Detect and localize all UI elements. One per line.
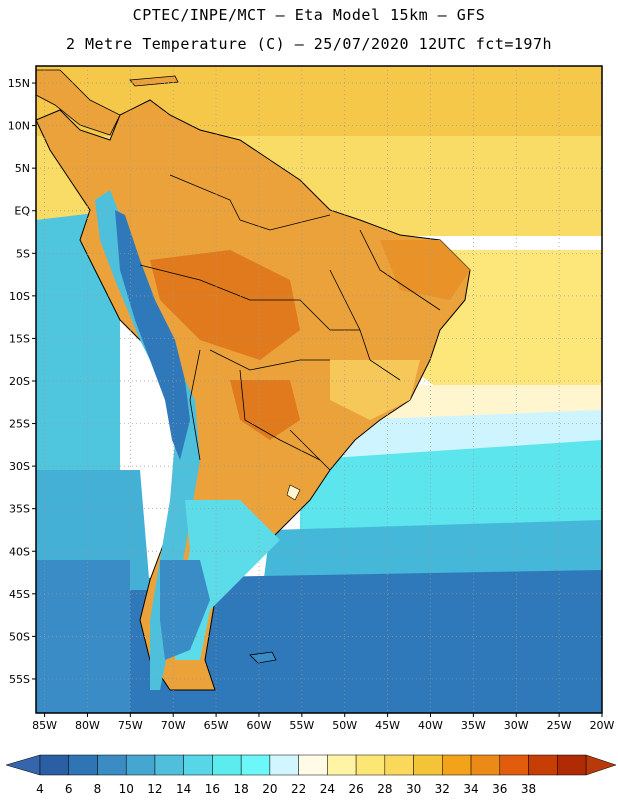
colorbar-swatch <box>355 754 386 776</box>
falkland-islands <box>249 651 277 664</box>
colorbar-label: 38 <box>521 782 536 796</box>
colorbar-label: 20 <box>262 782 277 796</box>
colorbar-swatch <box>183 754 213 776</box>
central-america <box>36 69 121 136</box>
lat-tick-label: 20S <box>9 375 30 388</box>
caribbean-islands <box>129 75 179 87</box>
colorbar-swatch <box>442 754 472 776</box>
lat-tick-label: 50S <box>9 630 30 643</box>
colorbar-swatch <box>470 754 501 776</box>
lat-tick-label: 15S <box>9 332 30 345</box>
colorbar-label: 18 <box>234 782 249 796</box>
lon-tick-label: 80W <box>75 719 100 732</box>
colorbar-label: 32 <box>435 782 450 796</box>
lat-tick-label: 10S <box>9 290 30 303</box>
colorbar-swatch <box>68 754 98 776</box>
colorbar-label: 12 <box>147 782 162 796</box>
axis-ticks: 15N 10N 5N EQ 5S 10S 15S 20S 25S 30S 35S 40S 45S 50S 5… <box>8 77 615 732</box>
colorbar-swatch <box>557 754 587 776</box>
colorbar-swatch <box>298 754 328 776</box>
patagonia-cold-region <box>160 560 210 660</box>
colorbar-label: 8 <box>94 782 102 796</box>
colorbar-swatch <box>212 754 242 776</box>
andes-snow-band <box>115 210 190 460</box>
colorbar-label: 28 <box>377 782 392 796</box>
colorbar-label: 10 <box>119 782 134 796</box>
colorbar-label: 30 <box>406 782 421 796</box>
hot-region-core <box>150 250 300 360</box>
colorbar-label: 14 <box>176 782 191 796</box>
colorbar-swatch <box>413 754 443 776</box>
colorbar-over-arrow <box>585 754 617 776</box>
lat-tick-label: 45S <box>9 588 30 601</box>
chart-title-line2: 2 Metre Temperature (C) – 25/07/2020 12U… <box>65 35 553 53</box>
colorbar-label: 16 <box>205 782 220 796</box>
lon-tick-label: 60W <box>247 719 272 732</box>
colorbar-swatch <box>97 754 127 776</box>
lat-tick-label: 30S <box>9 460 30 473</box>
lat-tick-label: EQ <box>14 205 30 218</box>
colorbar-swatch <box>499 754 529 776</box>
lat-tick-label: 5S <box>16 247 30 260</box>
colorbar-swatch <box>39 754 69 776</box>
lon-tick-label: 25W <box>547 719 572 732</box>
colorbar-label: 34 <box>463 782 478 796</box>
colorbar-swatch <box>240 754 271 776</box>
hot-region-chaco <box>230 380 300 440</box>
country-borders <box>139 174 441 471</box>
colorbar-label: 4 <box>36 782 44 796</box>
lat-tick-label: 10N <box>8 120 30 133</box>
lon-tick-label: 55W <box>289 719 314 732</box>
colorbar-swatch <box>154 754 184 776</box>
colorbar-label: 6 <box>65 782 73 796</box>
lat-tick-label: 25S <box>9 418 30 431</box>
lat-tick-label: 35S <box>9 503 30 516</box>
colorbar: 4 6 8 10 12 14 16 18 20 22 24 26 28 30 32 34 36 38 <box>5 754 617 796</box>
colorbar-label: 24 <box>320 782 335 796</box>
lon-tick-label: 70W <box>161 719 186 732</box>
lon-tick-label: 30W <box>504 719 529 732</box>
colorbar-swatch <box>384 754 414 776</box>
lagoa-dos-patos <box>286 484 301 501</box>
mild-region-southeast <box>330 360 420 420</box>
lon-tick-label: 65W <box>204 719 229 732</box>
colorbar-swatch <box>327 754 357 776</box>
map-frame <box>35 65 603 714</box>
colorbar-swatch <box>125 754 156 776</box>
colorbar-label: 26 <box>348 782 363 796</box>
lat-tick-label: 15N <box>8 77 30 90</box>
lon-tick-label: 85W <box>32 719 57 732</box>
lat-tick-label: 5N <box>15 162 30 175</box>
lon-tick-label: 75W <box>118 719 143 732</box>
lon-tick-label: 45W <box>375 719 400 732</box>
ocean-band-pacific-south <box>36 560 130 713</box>
colorbar-under-arrow <box>5 754 41 776</box>
colorbar-label: 36 <box>492 782 507 796</box>
ocean-band-atlantic-cyan <box>300 440 602 540</box>
lon-tick-label: 20W <box>590 719 615 732</box>
colorbar-swatch <box>269 754 299 776</box>
lat-tick-label: 55S <box>9 673 30 686</box>
lon-tick-label: 35W <box>461 719 486 732</box>
colorbar-swatch <box>528 754 558 776</box>
colorbar-label: 22 <box>291 782 306 796</box>
lon-tick-label: 50W <box>332 719 357 732</box>
lat-tick-label: 40S <box>9 545 30 558</box>
lon-tick-label: 40W <box>418 719 443 732</box>
chart-title-line1: CPTEC/INPE/MCT – Eta Model 15km – GFS <box>132 6 486 24</box>
